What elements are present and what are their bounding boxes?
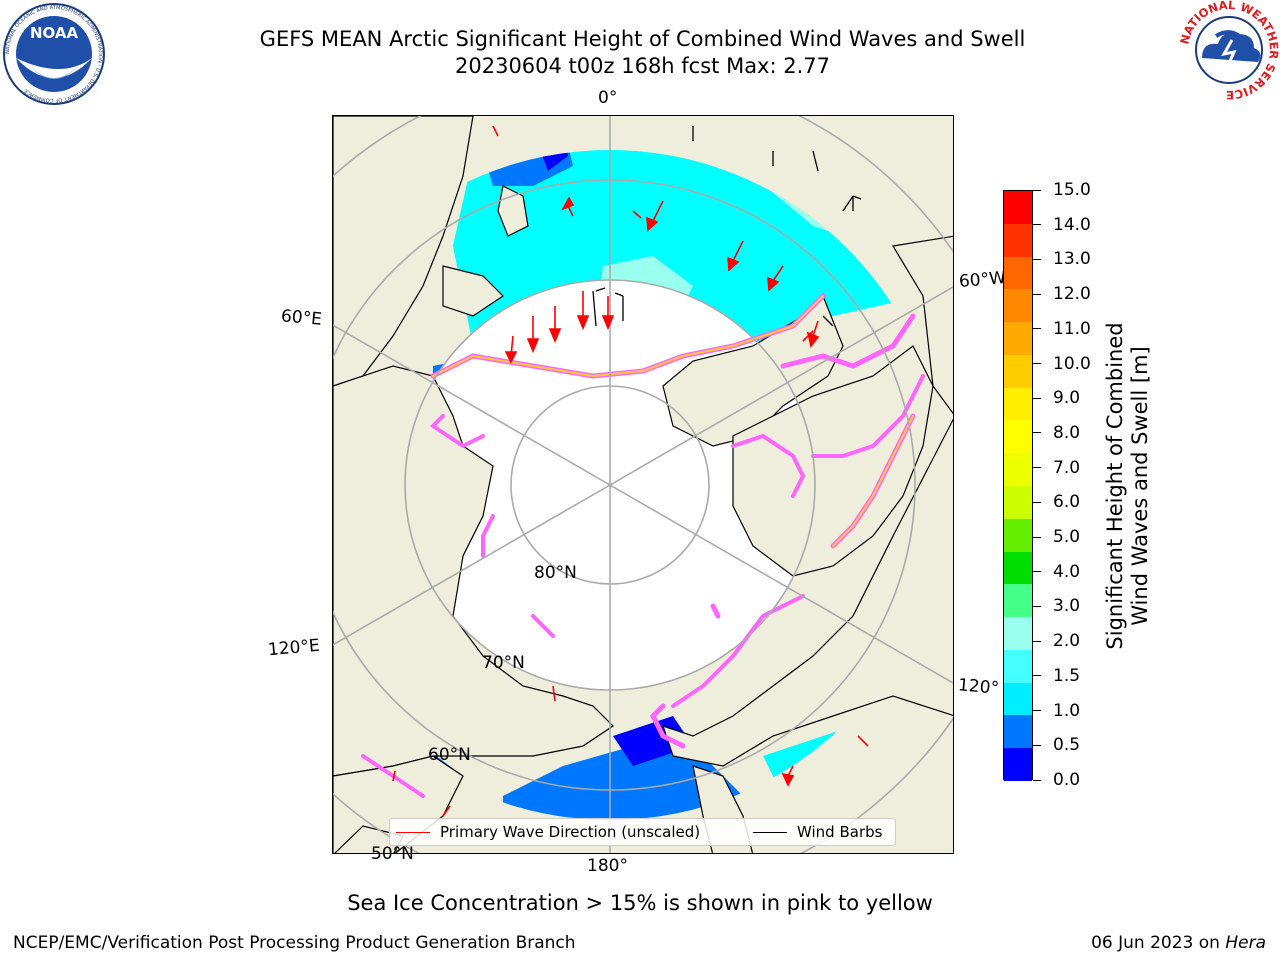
lon-label-0: 0° — [598, 88, 618, 108]
lon-label-180: 180° — [587, 856, 628, 876]
footer-host: Hera — [1225, 933, 1266, 953]
colorbar-tick-mark — [1033, 744, 1041, 746]
legend-wave-label: Primary Wave Direction (unscaled) — [440, 823, 701, 841]
colorbar-tick-mark — [1033, 779, 1041, 781]
colorbar-title-line1: Significant Height of Combined — [1103, 322, 1127, 650]
colorbar-segment — [1004, 518, 1032, 553]
lat-label-60n: 60°N — [428, 745, 471, 765]
colorbar-segment — [1004, 256, 1032, 290]
colorbar-segment — [1004, 748, 1032, 782]
colorbar-tick-label: 0.0 — [1053, 770, 1081, 790]
lon-label-120e: 120°E — [267, 635, 321, 661]
colorbar-tick-mark — [1033, 224, 1041, 226]
legend-wind-barbs: Wind Barbs — [753, 823, 882, 841]
colorbar-tick-label: 10.0 — [1053, 353, 1091, 374]
colorbar-tick-label: 12.0 — [1053, 284, 1091, 305]
colorbar-tick-label: 11.0 — [1053, 318, 1091, 339]
polar-map — [332, 115, 954, 854]
colorbar-tick-mark — [1033, 432, 1041, 434]
colorbar-segment — [1004, 387, 1032, 421]
colorbar-tick-mark — [1033, 189, 1041, 191]
footer-left: NCEP/EMC/Verification Post Processing Pr… — [13, 933, 576, 953]
land-masses — [333, 116, 953, 853]
colorbar-segment — [1004, 715, 1032, 749]
colorbar-tick-mark — [1033, 640, 1041, 642]
colorbar-segment — [1004, 453, 1032, 487]
colorbar-segment — [1004, 420, 1032, 454]
colorbar-title-line2: Wind Waves and Swell [m] — [1128, 346, 1152, 626]
colorbar-title: Significant Height of Combined Wind Wave… — [1103, 322, 1153, 649]
colorbar-segment — [1004, 354, 1032, 389]
colorbar-segment — [1004, 223, 1032, 258]
colorbar-tick-mark — [1033, 710, 1041, 712]
colorbar-segment — [1004, 682, 1032, 716]
colorbar-tick-mark — [1033, 363, 1041, 365]
colorbar-tick-label: 1.5 — [1053, 665, 1081, 686]
colorbar — [1003, 190, 1033, 782]
lon-label-60e: 60°E — [280, 306, 323, 330]
chart-title: GEFS MEAN Arctic Significant Height of C… — [259, 27, 1026, 51]
colorbar-segment — [1004, 551, 1032, 585]
colorbar-segment — [1004, 322, 1032, 356]
colorbar-tick-label: 4.0 — [1053, 561, 1081, 582]
colorbar-tick-mark — [1033, 467, 1041, 469]
colorbar-tick-mark — [1033, 605, 1041, 607]
colorbar-segment — [1004, 617, 1032, 651]
colorbar-segment — [1004, 486, 1032, 520]
colorbar-tick-mark — [1033, 397, 1041, 399]
lon-label-120w: 120° — [957, 675, 1000, 699]
colorbar-segment — [1004, 191, 1032, 225]
colorbar-tick-label: 13.0 — [1053, 249, 1091, 270]
sea-ice-edge — [361, 293, 925, 798]
colorbar-segment — [1004, 584, 1032, 618]
colorbar-tick-mark — [1033, 536, 1041, 538]
colorbar-tick-label: 15.0 — [1053, 180, 1091, 200]
footer-right: 06 Jun 2023 on Hera — [1091, 933, 1266, 953]
nws-logo: NATIONAL WEATHER SERVICE — [1177, 0, 1280, 102]
colorbar-segment — [1004, 289, 1032, 323]
colorbar-tick-label: 6.0 — [1053, 492, 1081, 513]
colorbar-tick-mark — [1033, 293, 1041, 295]
colorbar-tick-mark — [1033, 328, 1041, 330]
colorbar-segment — [1004, 649, 1032, 684]
colorbar-tick-label: 14.0 — [1053, 214, 1091, 235]
chart-subtitle: 20230604 t00z 168h fcst Max: 2.77 — [455, 54, 830, 78]
lat-label-70n: 70°N — [482, 653, 525, 673]
colorbar-tick-label: 9.0 — [1053, 388, 1081, 409]
colorbar-tick-label: 5.0 — [1053, 527, 1081, 548]
legend-red-line — [396, 831, 430, 833]
legend-wave-direction: Primary Wave Direction (unscaled) — [396, 823, 700, 841]
colorbar-tick-label: 1.0 — [1053, 700, 1081, 721]
lat-label-50n: 50°N — [371, 844, 414, 864]
noaa-logo: NOAA NATIONAL OCEANIC AND ATMOSPHERIC AD… — [2, 2, 106, 106]
colorbar-tick-label: 0.5 — [1053, 735, 1081, 756]
map-legend: Primary Wave Direction (unscaled) Wind B… — [389, 818, 896, 846]
wind-barbs — [592, 126, 862, 327]
footer-date: 06 Jun 2023 on — [1091, 933, 1226, 953]
colorbar-tick-label: 7.0 — [1053, 457, 1081, 478]
colorbar-tick-mark — [1033, 501, 1041, 503]
wave-direction-arrows — [392, 125, 869, 817]
legend-barb-label: Wind Barbs — [797, 823, 883, 841]
lat-label-80n: 80°N — [534, 563, 577, 583]
colorbar-tick-mark — [1033, 675, 1041, 677]
colorbar-tick-label: 2.0 — [1053, 631, 1081, 652]
legend-black-line — [753, 831, 787, 833]
lon-label-60w: 60°W — [958, 267, 1007, 293]
colorbar-tick-label: 8.0 — [1053, 422, 1081, 443]
graticule — [333, 116, 953, 853]
colorbar-tick-label: 3.0 — [1053, 596, 1081, 617]
colorbar-tick-mark — [1033, 571, 1041, 573]
colorbar-tick-mark — [1033, 258, 1041, 260]
noaa-logo-text: NOAA — [30, 24, 79, 42]
sea-ice-caption: Sea Ice Concentration > 15% is shown in … — [347, 891, 933, 915]
